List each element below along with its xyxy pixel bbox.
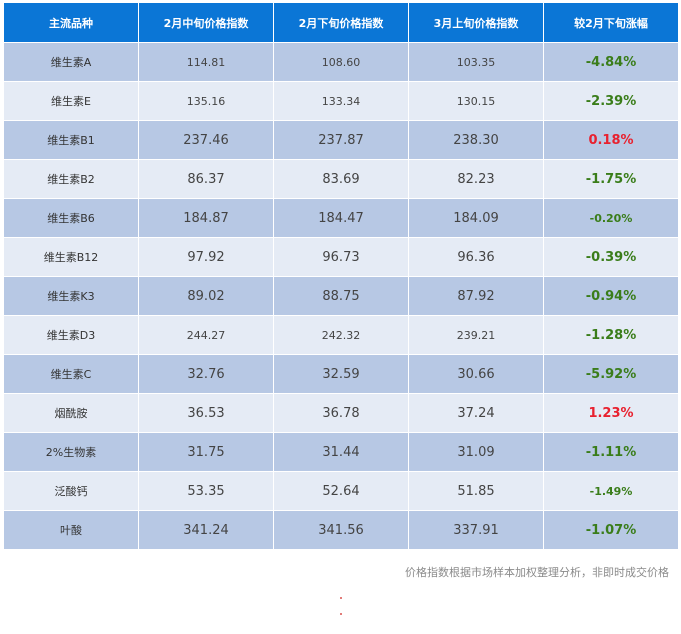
- cell-early-mar: 31.09: [408, 432, 544, 472]
- header-change: 较2月下旬涨幅: [543, 2, 679, 43]
- table-row: 维生素K3 89.02 88.75 87.92 -0.94%: [3, 276, 679, 316]
- cell-change: -1.11%: [543, 432, 679, 472]
- cell-early-mar: 37.24: [408, 393, 544, 433]
- cell-late-feb: 341.56: [273, 510, 409, 550]
- cell-variety: 维生素B1: [3, 120, 139, 160]
- table-header-row: 主流品种 2月中旬价格指数 2月下旬价格指数 3月上旬价格指数 较2月下旬涨幅: [3, 2, 679, 43]
- cell-mid-feb: 36.53: [138, 393, 274, 433]
- cell-mid-feb: 341.24: [138, 510, 274, 550]
- cell-change: -5.92%: [543, 354, 679, 394]
- table-row: 维生素B1 237.46 237.87 238.30 0.18%: [3, 120, 679, 160]
- cell-change: -1.49%: [543, 471, 679, 511]
- cell-change: -1.07%: [543, 510, 679, 550]
- cell-variety: 维生素A: [3, 42, 139, 82]
- cell-early-mar: 82.23: [408, 159, 544, 199]
- cell-change: -0.20%: [543, 198, 679, 238]
- cell-early-mar: 30.66: [408, 354, 544, 394]
- cell-variety: 烟酰胺: [3, 393, 139, 433]
- cell-mid-feb: 97.92: [138, 237, 274, 277]
- cell-variety: 叶酸: [3, 510, 139, 550]
- cell-early-mar: 239.21: [408, 315, 544, 355]
- cell-late-feb: 31.44: [273, 432, 409, 472]
- cell-change: -2.39%: [543, 81, 679, 121]
- cell-variety: 2%生物素: [3, 432, 139, 472]
- cell-late-feb: 83.69: [273, 159, 409, 199]
- cell-late-feb: 88.75: [273, 276, 409, 316]
- table-row: 维生素D3 244.27 242.32 239.21 -1.28%: [3, 315, 679, 355]
- cell-early-mar: 130.15: [408, 81, 544, 121]
- table-row: 维生素B6 184.87 184.47 184.09 -0.20%: [3, 198, 679, 238]
- cell-change: 1.23%: [543, 393, 679, 433]
- cell-variety: 维生素C: [3, 354, 139, 394]
- table-body: 维生素A 114.81 108.60 103.35 -4.84% 维生素E 135.16 13…: [3, 42, 679, 550]
- cell-early-mar: 337.91: [408, 510, 544, 550]
- cell-mid-feb: 114.81: [138, 42, 274, 82]
- cell-mid-feb: 89.02: [138, 276, 274, 316]
- cell-early-mar: 103.35: [408, 42, 544, 82]
- cell-late-feb: 133.34: [273, 81, 409, 121]
- table-row: 2%生物素 31.75 31.44 31.09 -1.11%: [3, 432, 679, 472]
- cell-early-mar: 51.85: [408, 471, 544, 511]
- cell-variety: 泛酸钙: [3, 471, 139, 511]
- cell-variety: 维生素K3: [3, 276, 139, 316]
- cell-early-mar: 184.09: [408, 198, 544, 238]
- cell-late-feb: 32.59: [273, 354, 409, 394]
- table-row: 维生素E 135.16 133.34 130.15 -2.39%: [3, 81, 679, 121]
- price-index-table: 主流品种 2月中旬价格指数 2月下旬价格指数 3月上旬价格指数 较2月下旬涨幅 …: [3, 2, 679, 550]
- table-row: 维生素B12 97.92 96.73 96.36 -0.39%: [3, 237, 679, 277]
- cell-variety: 维生素B12: [3, 237, 139, 277]
- header-late-feb: 2月下旬价格指数: [273, 2, 409, 43]
- header-variety: 主流品种: [3, 2, 139, 43]
- cell-late-feb: 242.32: [273, 315, 409, 355]
- cell-variety: 维生素E: [3, 81, 139, 121]
- cell-mid-feb: 135.16: [138, 81, 274, 121]
- cell-mid-feb: 244.27: [138, 315, 274, 355]
- cell-mid-feb: 53.35: [138, 471, 274, 511]
- decorative-dot: [340, 613, 342, 615]
- table-row: 维生素B2 86.37 83.69 82.23 -1.75%: [3, 159, 679, 199]
- cell-variety: 维生素D3: [3, 315, 139, 355]
- cell-late-feb: 36.78: [273, 393, 409, 433]
- cell-change: -4.84%: [543, 42, 679, 82]
- cell-mid-feb: 32.76: [138, 354, 274, 394]
- cell-early-mar: 238.30: [408, 120, 544, 160]
- cell-mid-feb: 237.46: [138, 120, 274, 160]
- cell-change: -1.28%: [543, 315, 679, 355]
- cell-change: 0.18%: [543, 120, 679, 160]
- cell-mid-feb: 86.37: [138, 159, 274, 199]
- cell-early-mar: 96.36: [408, 237, 544, 277]
- cell-late-feb: 96.73: [273, 237, 409, 277]
- cell-mid-feb: 184.87: [138, 198, 274, 238]
- table-row: 维生素C 32.76 32.59 30.66 -5.92%: [3, 354, 679, 394]
- cell-change: -0.39%: [543, 237, 679, 277]
- cell-variety: 维生素B6: [3, 198, 139, 238]
- header-mid-feb: 2月中旬价格指数: [138, 2, 274, 43]
- cell-mid-feb: 31.75: [138, 432, 274, 472]
- cell-change: -1.75%: [543, 159, 679, 199]
- cell-late-feb: 108.60: [273, 42, 409, 82]
- table-row: 烟酰胺 36.53 36.78 37.24 1.23%: [3, 393, 679, 433]
- table-row: 维生素A 114.81 108.60 103.35 -4.84%: [3, 42, 679, 82]
- cell-late-feb: 52.64: [273, 471, 409, 511]
- header-early-mar: 3月上旬价格指数: [408, 2, 544, 43]
- cell-early-mar: 87.92: [408, 276, 544, 316]
- decorative-dot: [340, 597, 342, 599]
- table-row: 叶酸 341.24 341.56 337.91 -1.07%: [3, 510, 679, 550]
- table-row: 泛酸钙 53.35 52.64 51.85 -1.49%: [3, 471, 679, 511]
- cell-change: -0.94%: [543, 276, 679, 316]
- cell-late-feb: 184.47: [273, 198, 409, 238]
- cell-late-feb: 237.87: [273, 120, 409, 160]
- cell-variety: 维生素B2: [3, 159, 139, 199]
- footnote: 价格指数根据市场样本加权整理分析，非即时成交价格: [405, 566, 669, 579]
